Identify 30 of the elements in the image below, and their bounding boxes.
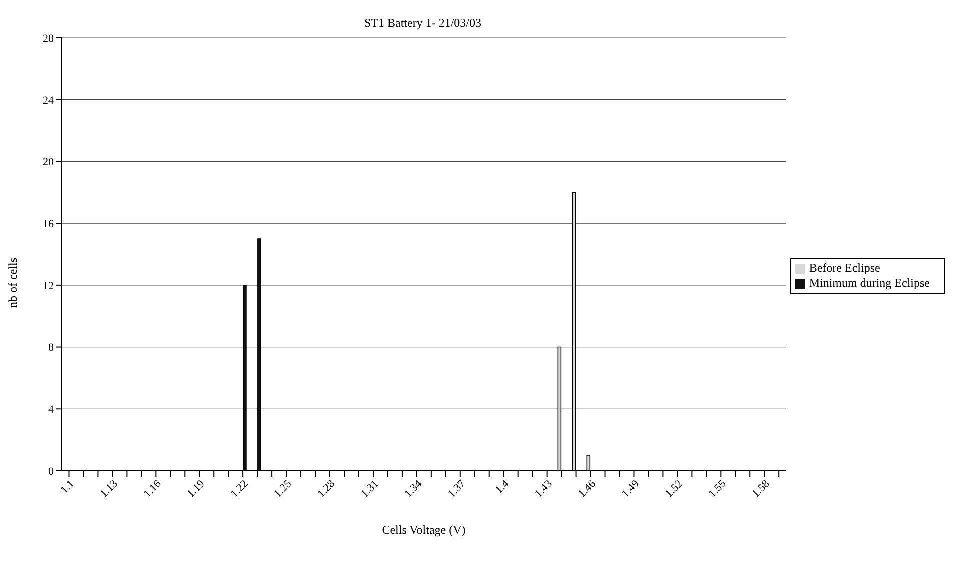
y-tick-label: 16 <box>43 218 54 230</box>
x-tick-label: 1.19 <box>185 478 208 500</box>
x-tick-label: 1.16 <box>142 478 164 500</box>
y-tick-label: 0 <box>48 466 54 478</box>
x-tick-label: 1.55 <box>706 478 730 500</box>
x-tick-label: 1.46 <box>576 478 599 500</box>
x-tick-label: 1.52 <box>663 478 686 500</box>
x-tick-label: 1.22 <box>228 478 251 500</box>
x-axis-title: Cells Voltage (V) <box>381 523 467 538</box>
y-tick-label: 12 <box>43 280 54 292</box>
y-tick-label: 28 <box>43 32 54 45</box>
x-tick-label: 1.1 <box>58 478 77 496</box>
x-tick-label: 1.58 <box>750 478 773 500</box>
y-axis-title: nb of cells <box>6 258 21 308</box>
y-tick-label: 4 <box>48 404 54 416</box>
y-tick-label: 20 <box>43 156 54 169</box>
x-tick-label: 1.49 <box>620 478 642 500</box>
x-tick-label: 1.43 <box>532 478 556 500</box>
legend-label: Minimum during Eclipse <box>809 276 930 290</box>
x-tick-label: 1.4 <box>493 478 512 496</box>
x-tick-label: 1.31 <box>359 478 382 500</box>
y-tick-label: 24 <box>43 94 54 107</box>
x-tick-label: 1.25 <box>272 478 295 500</box>
legend-label: Before Eclipse <box>809 261 880 275</box>
x-tick-label: 1.28 <box>316 478 338 500</box>
y-tick-label: 8 <box>48 342 54 354</box>
chart-title: ST1 Battery 1- 21/03/03 <box>364 16 482 31</box>
x-tick-label: 1.13 <box>98 478 121 500</box>
x-tick-label: 1.34 <box>402 478 425 500</box>
x-tick-label: 1.37 <box>446 478 468 500</box>
